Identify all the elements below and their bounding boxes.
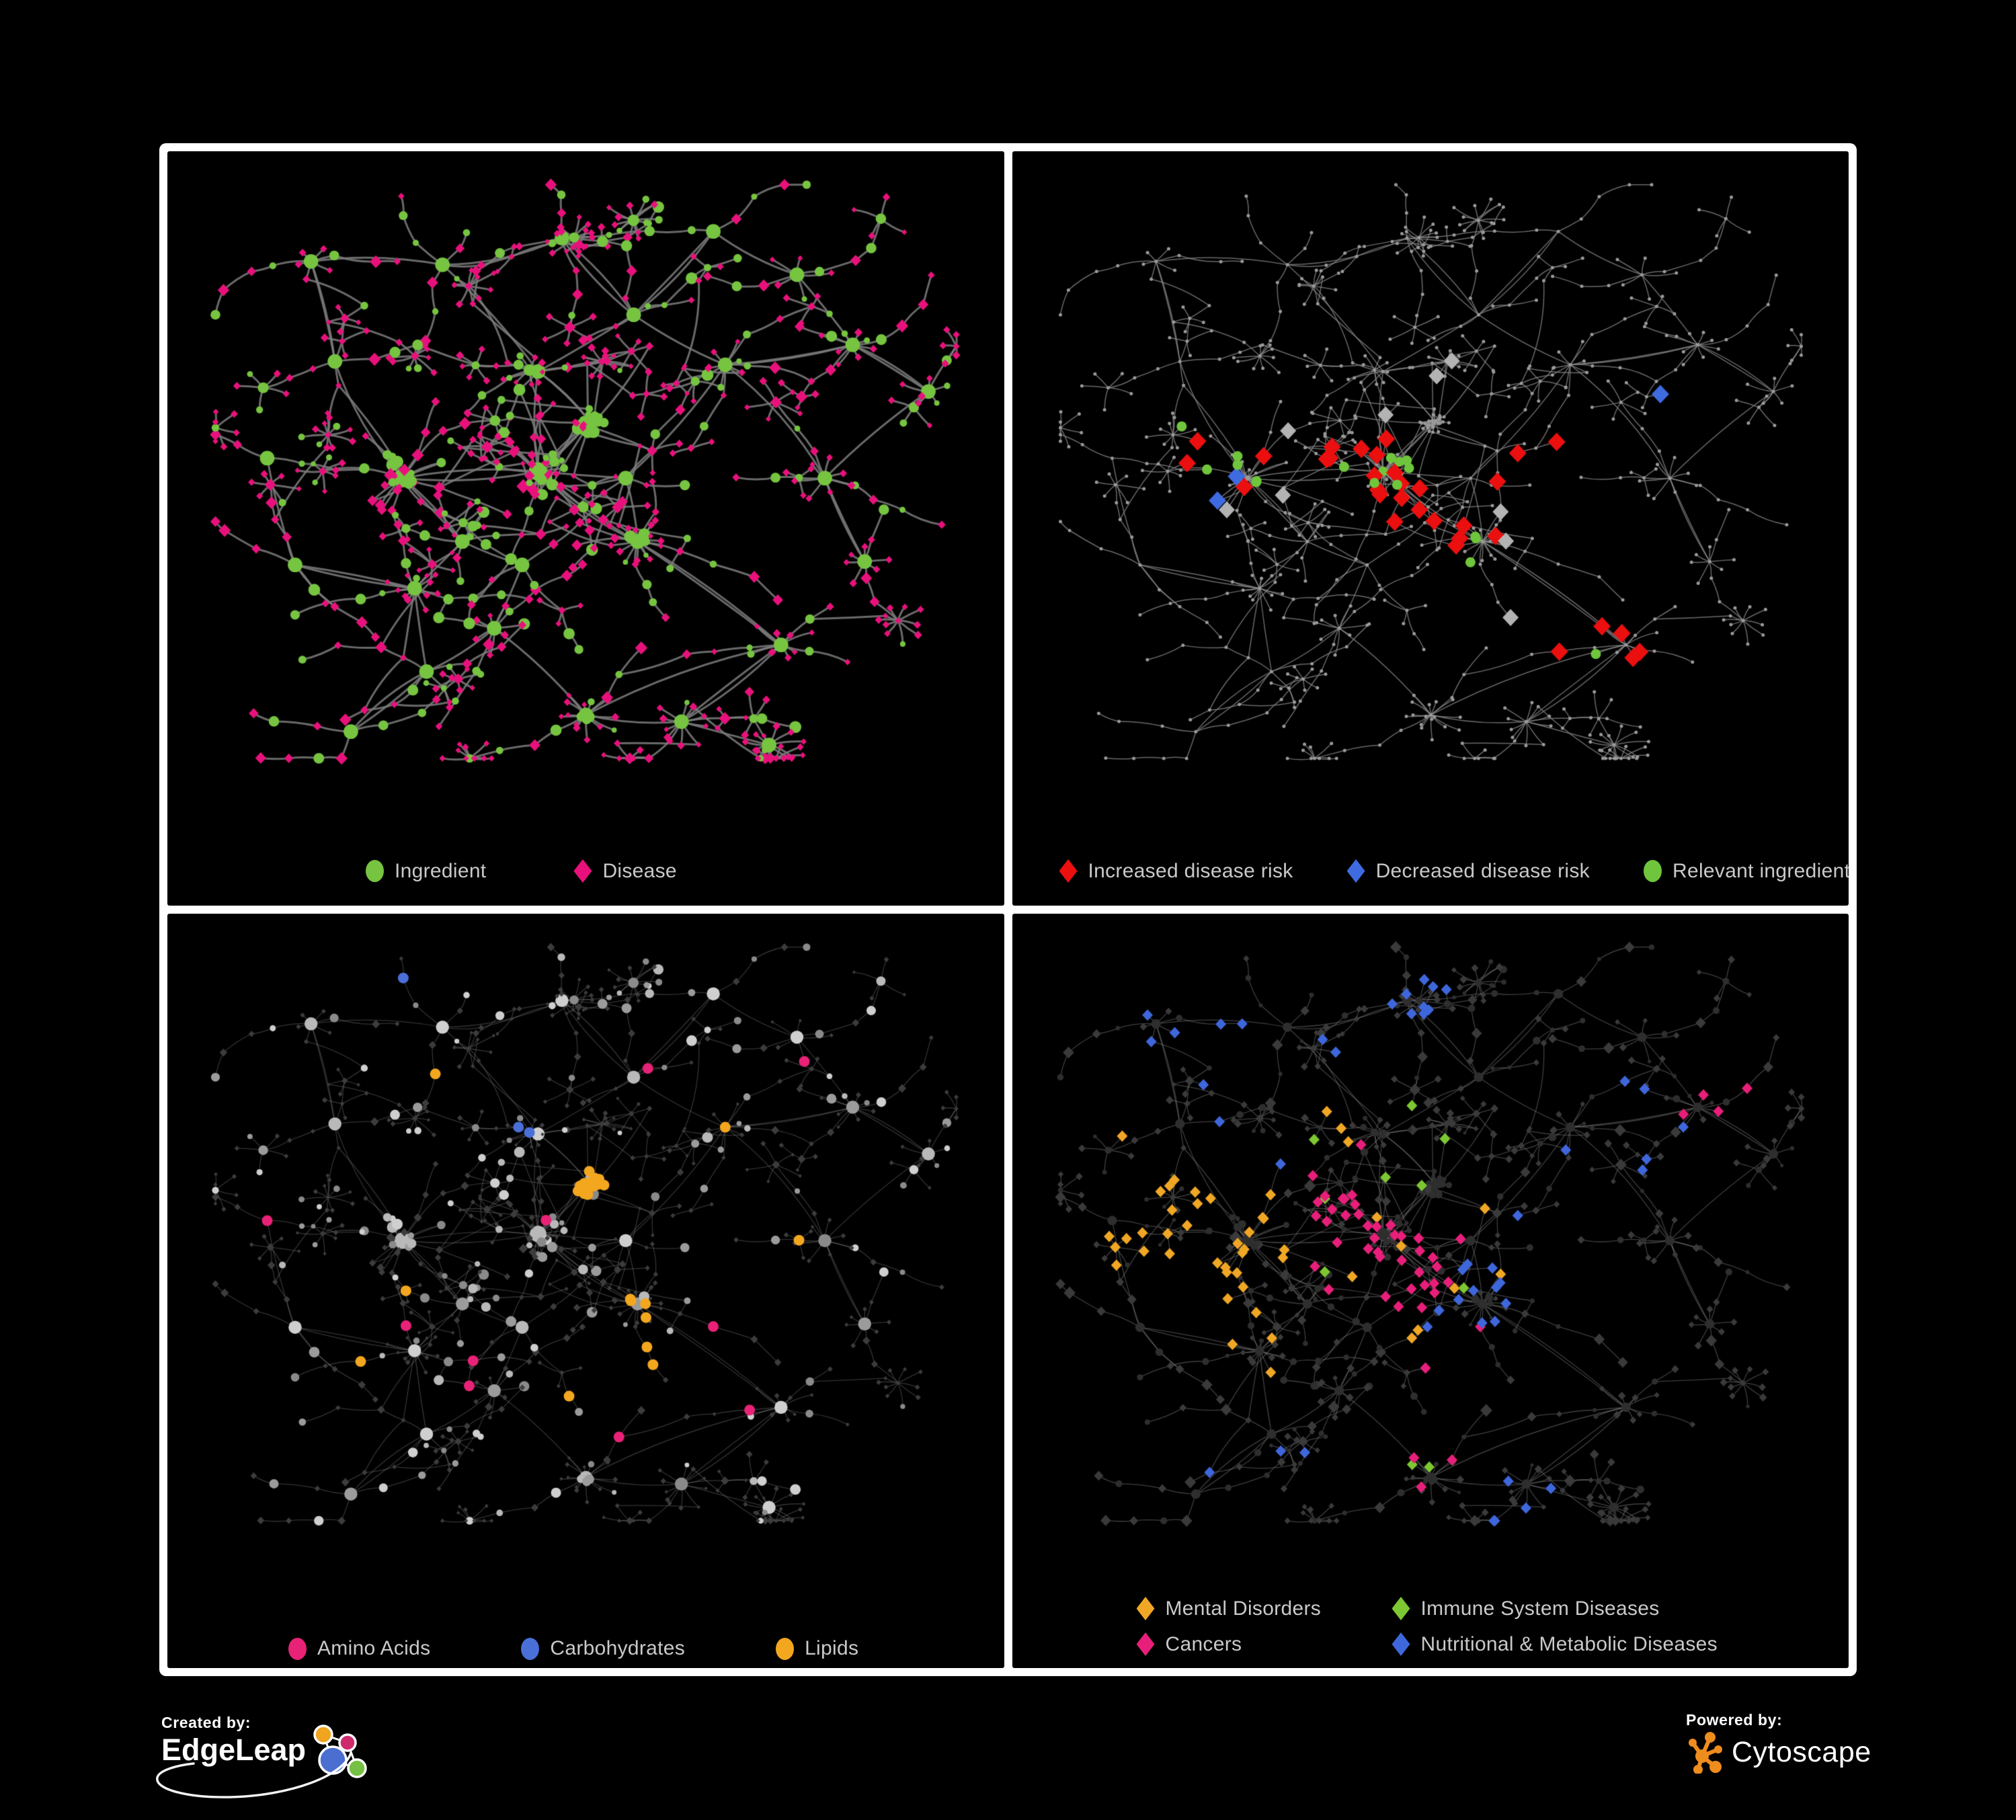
network-canvas-disease-risk — [1012, 151, 1849, 906]
network-canvas-disease-categories — [1012, 914, 1849, 1668]
edgeleap-wordmark: EdgeLeap — [161, 1733, 307, 1767]
legend-marker-diamond-icon — [1136, 1597, 1155, 1620]
legend-ingredient-disease: Ingredient Disease — [167, 859, 1004, 883]
legend-item: Amino Acids — [288, 1637, 430, 1660]
legend-marker-diamond-icon — [1346, 859, 1365, 883]
legend-marker-circle-icon — [521, 1637, 540, 1660]
legend-marker-diamond-icon — [1392, 1597, 1410, 1620]
legend-nutrient-classes: Amino Acids Carbohydrates Lipids — [167, 1637, 1004, 1660]
created-by-block: Created by: EdgeLeap — [156, 1714, 477, 1815]
legend-item: Lipids — [776, 1637, 858, 1660]
legend-item: Increased disease risk — [1059, 859, 1293, 883]
cytoscape-logo-icon — [1689, 1732, 1722, 1774]
legend-label: Amino Acids — [317, 1637, 431, 1659]
powered-by-block: Powered by: Cytoscape — [1686, 1711, 1871, 1774]
legend-disease-categories: Mental Disorders Immune System Diseases Ca… — [1012, 1597, 1849, 1656]
legend-marker-circle-icon — [366, 860, 384, 882]
legend-item: Ingredient — [366, 860, 486, 883]
legend-label: Decreased disease risk — [1375, 859, 1590, 882]
legend-item: Relevant ingredient — [1644, 860, 1849, 883]
legend-label: Immune System Diseases — [1420, 1597, 1660, 1620]
panel-disease-risk: Increased disease risk Decreased disease … — [1012, 151, 1849, 906]
created-by-label: Created by: — [161, 1714, 251, 1731]
legend-disease-risk: Increased disease risk Decreased disease … — [1012, 859, 1849, 883]
legend-label: Cancers — [1165, 1632, 1242, 1655]
panel-disease-categories: Mental Disorders Immune System Diseases Ca… — [1012, 914, 1849, 1668]
edgeleap-swoosh-icon — [156, 1751, 352, 1798]
panel-nutrient-classes: Amino Acids Carbohydrates Lipids — [167, 914, 1004, 1668]
legend-item: Cancers — [1136, 1632, 1392, 1656]
cytoscape-wordmark: Cytoscape — [1732, 1735, 1871, 1768]
legend-item: Mental Disorders — [1136, 1597, 1392, 1620]
network-canvas-nutrient-classes — [167, 914, 1004, 1668]
panel-ingredient-disease: Ingredient Disease — [167, 151, 1004, 906]
legend-marker-diamond-icon — [1136, 1632, 1155, 1656]
legend-marker-circle-icon — [776, 1637, 795, 1660]
legend-item: Carbohydrates — [521, 1637, 685, 1660]
legend-marker-diamond-icon — [1392, 1632, 1410, 1656]
legend-label: Nutritional & Metabolic Diseases — [1420, 1632, 1718, 1655]
powered-by-label: Powered by: — [1686, 1711, 1783, 1729]
legend-marker-circle-icon — [1644, 860, 1662, 882]
legend-marker-diamond-icon — [1059, 859, 1078, 883]
legend-label: Increased disease risk — [1088, 859, 1293, 882]
legend-item: Nutritional & Metabolic Diseases — [1392, 1632, 1718, 1656]
legend-label: Relevant ingredient — [1672, 859, 1849, 882]
legend-item: Immune System Diseases — [1392, 1597, 1718, 1620]
network-canvas-ingredient-disease — [167, 151, 1004, 906]
panel-grid: Ingredient Disease Increased disease risk… — [159, 143, 1857, 1676]
legend-marker-circle-icon — [288, 1637, 307, 1660]
legend-label: Disease — [602, 859, 677, 882]
legend-label: Lipids — [805, 1637, 859, 1659]
legend-label: Ingredient — [395, 859, 487, 882]
legend-marker-diamond-icon — [573, 859, 592, 883]
legend-label: Carbohydrates — [550, 1637, 686, 1659]
legend-item: Decreased disease risk — [1346, 859, 1590, 883]
legend-label: Mental Disorders — [1165, 1597, 1322, 1620]
legend-item: Disease — [573, 859, 677, 883]
